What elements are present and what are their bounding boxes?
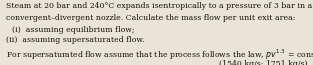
Text: For supersaturated flow assume that the process follows the law, $pv^{1.3}$ = co: For supersaturated flow assume that the … [6, 48, 313, 63]
Text: Steam at 20 bar and 240°C expands isentropically to a pressure of 3 bar in a: Steam at 20 bar and 240°C expands isentr… [6, 2, 312, 10]
Text: (1540 kg/s; 1751 kg/s): (1540 kg/s; 1751 kg/s) [219, 60, 307, 65]
Text: (ii)  assuming supersaturated flow.: (ii) assuming supersaturated flow. [6, 36, 144, 44]
Text: convergent–divergent nozzle. Calculate the mass flow per unit exit area:: convergent–divergent nozzle. Calculate t… [6, 14, 295, 22]
Text: (i)  assuming equilibrium flow;: (i) assuming equilibrium flow; [12, 26, 134, 34]
